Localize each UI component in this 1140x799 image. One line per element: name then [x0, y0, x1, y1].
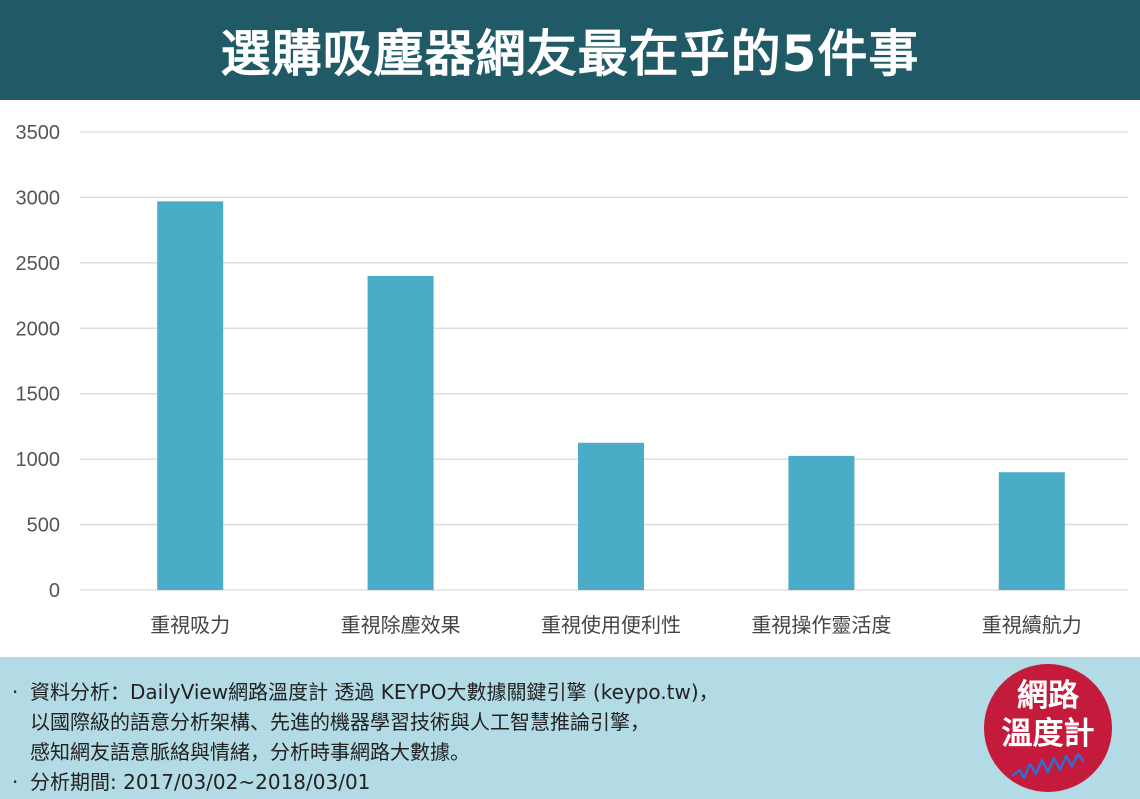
- bar: [788, 455, 855, 590]
- note-purpose: 感知網友語意脈絡與情緒，分析時事網路大數據。: [30, 740, 470, 764]
- bar: [998, 472, 1065, 590]
- bar: [578, 442, 644, 590]
- y-tick-label: 3500: [16, 122, 61, 144]
- footer: · 資料分析：DailyView網路溫度計 透過 KEYPO大數據關鍵引擎 (ke…: [0, 657, 1140, 799]
- logo-text-line1: 網路: [1017, 678, 1079, 714]
- y-tick-label: 3000: [16, 187, 61, 209]
- pulse-icon: [1012, 752, 1084, 780]
- bars: [157, 201, 1065, 590]
- y-tick-label: 500: [27, 515, 60, 537]
- bar: [367, 275, 434, 590]
- note-period: · 分析期間: 2017/03/02~2018/03/01: [12, 767, 972, 797]
- x-axis-labels: 重視吸力 重視除塵效果 重視使用便利性 重視操作靈活度 重視續航力: [150, 613, 1082, 637]
- bar: [157, 201, 224, 590]
- note-source: · 資料分析：DailyView網路溫度計 透過 KEYPO大數據關鍵引擎 (ke…: [12, 677, 972, 707]
- bullet: ·: [12, 770, 19, 794]
- y-tick-label: 1500: [16, 384, 61, 406]
- brand-logo: 網路 溫度計: [984, 664, 1112, 792]
- x-tick-label: 重視使用便利性: [541, 613, 681, 637]
- x-tick-label: 重視吸力: [150, 613, 230, 637]
- y-axis-ticks: 0 500 1000 1500 2000 2500 3000 3500: [16, 122, 61, 602]
- y-tick-label: 0: [49, 580, 60, 602]
- note-method: 以國際級的語意分析架構、先進的機器學習技術與人工智慧推論引擎，: [30, 710, 650, 734]
- y-tick-label: 2500: [16, 253, 61, 275]
- y-tick-label: 2000: [16, 318, 61, 340]
- bar-chart: 0500100015002000250030003500 重視吸力 重視除塵效果重…: [16, 122, 1128, 637]
- y-tick-label: 1000: [16, 449, 61, 471]
- bullet: ·: [12, 680, 19, 704]
- logo-text-line2: 溫度計: [1001, 716, 1095, 752]
- x-tick-label: 重視操作靈活度: [751, 613, 891, 637]
- chart-title: 選購吸塵器網友最在乎的5件事: [220, 25, 920, 83]
- x-tick-label: 重視除塵效果: [341, 613, 461, 637]
- x-tick-label: 重視續航力: [982, 613, 1082, 637]
- footer-notes: · 資料分析：DailyView網路溫度計 透過 KEYPO大數據關鍵引擎 (ke…: [12, 677, 972, 797]
- title-bar: 選購吸塵器網友最在乎的5件事: [0, 0, 1140, 100]
